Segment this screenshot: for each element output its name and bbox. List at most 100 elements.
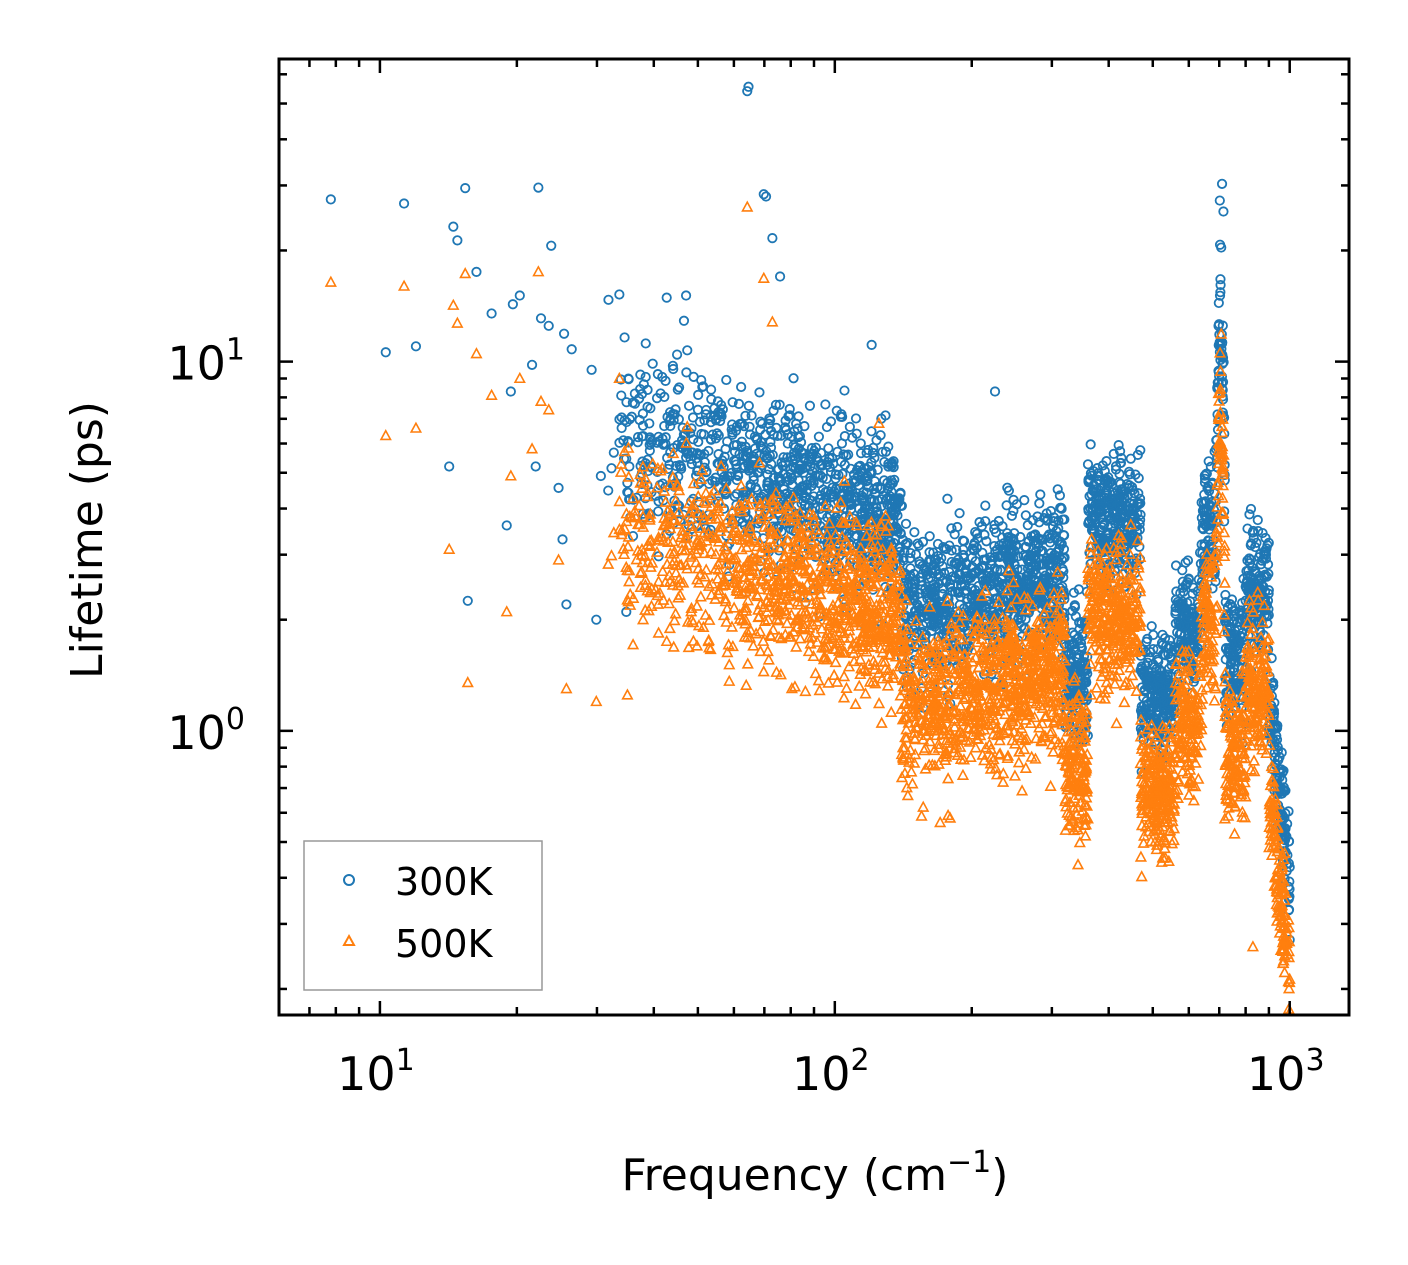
data-point [1199,489,1210,500]
data-point [863,481,874,493]
data-point [697,381,709,392]
data-point [836,438,848,449]
data-point [1262,618,1273,629]
data-point [638,430,649,442]
data-point [815,459,826,471]
data-point [1248,525,1259,537]
data-point [1215,279,1226,291]
data-point [738,421,750,432]
data-point [793,451,804,462]
data-point [1154,664,1165,675]
data-point [1006,510,1017,521]
data-point [1091,484,1102,495]
data-point [794,430,806,442]
data-point [980,500,991,511]
data-point [1047,586,1060,598]
data-point [895,488,906,499]
data-point [875,430,886,441]
data-point [767,525,780,537]
data-point [763,541,776,553]
data-point [785,682,798,694]
data-point [681,420,694,432]
data-point [772,535,785,547]
data-point [1046,595,1060,608]
data-point [1155,670,1166,681]
data-point [736,614,749,626]
data-point [813,684,826,696]
data-point [969,537,980,549]
data-point [546,240,557,251]
data-point [814,494,825,505]
data-point [706,394,717,405]
data-point [764,413,775,424]
data-point [1223,684,1237,696]
data-point [690,599,704,611]
data-point [1056,538,1067,550]
data-point [410,341,422,352]
data-point [902,537,913,548]
data-point [1104,498,1115,509]
data-point [761,452,772,463]
data-point [851,428,862,439]
data-point [854,667,867,679]
data-point [935,651,948,664]
data-point [923,573,934,584]
data-point [963,606,975,617]
data-point [586,364,597,375]
data-point [829,528,842,540]
data-point [887,505,898,516]
data-point [1057,514,1068,525]
data-point [662,463,674,474]
data-point [685,519,698,532]
data-point [713,449,724,460]
data-point [1158,649,1169,660]
data-point [1094,603,1107,615]
data-point [1025,565,1036,576]
data-point [952,521,963,533]
data-point [640,338,651,349]
data-point [1163,684,1174,695]
data-point [880,446,892,457]
data-point [1110,464,1122,475]
data-point [901,789,914,801]
data-point [1210,599,1224,611]
data-point [1115,515,1127,527]
data-point [762,653,775,665]
data-point [623,437,634,448]
data-point [705,489,718,501]
data-point [946,523,957,534]
data-point [1073,652,1084,664]
data-point [1170,560,1182,571]
data-point [652,369,663,380]
data-point [602,557,615,569]
data-point [685,453,696,465]
data-point [703,445,714,457]
data-point [1113,440,1124,451]
data-point [995,593,1006,604]
data-point [1099,518,1110,529]
data-point [1151,701,1162,712]
data-point [827,491,839,502]
data-point [627,591,640,603]
data-point [809,462,821,473]
data-point [970,527,981,538]
data-point [626,638,640,650]
data-point [1044,620,1057,632]
data-point [1137,710,1148,721]
data-point [667,640,680,652]
data-point [743,520,756,532]
data-point [1146,621,1157,632]
data-point [924,531,935,542]
data-point [712,396,724,407]
data-point [1054,639,1067,651]
data-point [905,553,916,564]
data-point [761,644,774,657]
data-point [1015,784,1029,796]
data-point [958,536,970,547]
data-point [685,512,698,524]
data-point [1242,586,1254,597]
data-point [710,472,721,483]
data-point [1215,274,1226,285]
data-point [916,626,928,638]
data-point [814,503,826,515]
